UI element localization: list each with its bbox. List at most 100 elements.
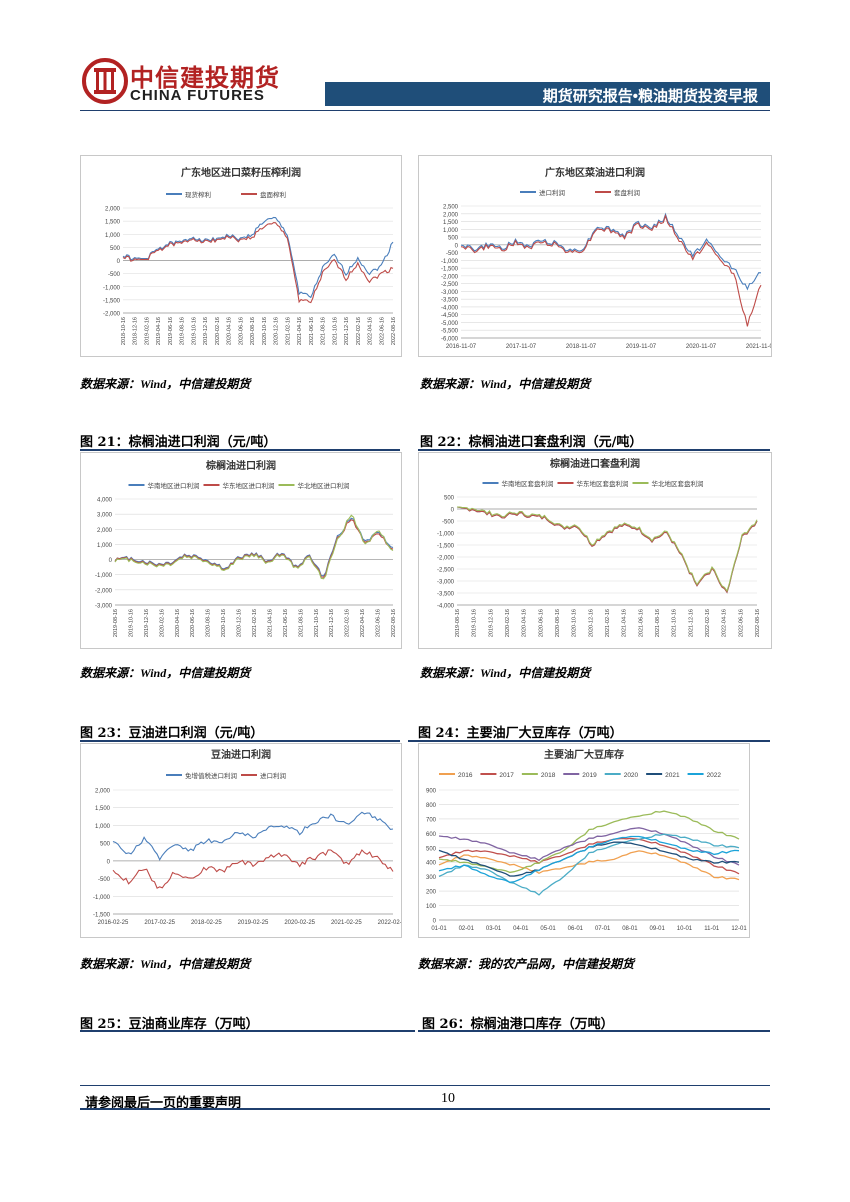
x-tick-label: 2021-02-16 xyxy=(252,609,258,637)
x-tick-label: 2021-12-16 xyxy=(329,609,335,637)
legend-label: 2019 xyxy=(582,772,597,779)
y-tick-label: 500 xyxy=(444,496,455,502)
x-tick-label: 2022-04-16 xyxy=(722,609,728,637)
x-tick-label: 2022-04-16 xyxy=(368,317,374,345)
x-tick-label: 2017-11-07 xyxy=(506,344,537,350)
y-tick-label: -2,000 xyxy=(95,588,113,594)
figure-title: 图 21：棕榈油进口利润（元/吨） xyxy=(80,435,277,450)
footer-rule xyxy=(80,1085,770,1086)
y-tick-label: 0 xyxy=(433,919,437,925)
y-tick-label: -1,500 xyxy=(441,267,459,273)
x-tick-label: 2018-11-07 xyxy=(566,344,597,350)
y-tick-label: 0 xyxy=(107,859,111,865)
y-tick-label: 1,000 xyxy=(97,543,113,549)
legend-label: 华北地区进口利润 xyxy=(298,481,350,490)
x-tick-label: 2020-02-16 xyxy=(159,609,165,637)
y-tick-label: -4,500 xyxy=(441,313,459,319)
y-tick-label: 1,500 xyxy=(105,220,121,226)
x-tick-label: 2019-10-16 xyxy=(472,609,478,637)
y-tick-label: -500 xyxy=(442,520,455,526)
y-tick-label: -4,000 xyxy=(437,604,455,610)
x-tick-label: 2019-06-16 xyxy=(168,317,174,345)
legend-label: 进口利润 xyxy=(260,771,286,780)
legend-label: 免增值税进口利润 xyxy=(185,771,237,780)
figure-title: 图 25：豆油商业库存（万吨） xyxy=(80,1017,259,1032)
y-tick-label: 0 xyxy=(455,243,459,249)
y-tick-label: 1,500 xyxy=(95,806,111,812)
x-tick-label: 2019-02-16 xyxy=(144,317,150,345)
x-tick-label: 2020-08-16 xyxy=(250,317,256,345)
chart-rapeseed-oil-import-profit: 广东地区菜油进口利润 进口利润 套盘利润 2,500 2,000 1,500 1,000 50… xyxy=(418,155,772,357)
y-tick-label: 500 xyxy=(448,236,459,242)
series-line xyxy=(122,222,394,304)
x-tick-label: 2021-10-16 xyxy=(332,317,338,345)
x-tick-label: 2021-12-16 xyxy=(344,317,350,345)
y-tick-label: 1,000 xyxy=(95,824,111,830)
x-tick-label: 2021-12-16 xyxy=(688,609,694,637)
y-tick-label: -1,000 xyxy=(437,532,455,538)
x-tick-label: 2016-02-25 xyxy=(98,920,129,926)
x-tick-label: 2020-08-16 xyxy=(206,609,212,637)
series-line xyxy=(112,849,394,889)
x-tick-label: 06-01 xyxy=(568,926,584,932)
legend-label: 2022 xyxy=(707,772,722,779)
y-tick-label: 500 xyxy=(426,846,437,852)
figure-title: 图 24：主要油厂大豆库存（万吨） xyxy=(418,726,623,741)
x-tick-label: 2020-04-16 xyxy=(175,609,181,637)
x-tick-label: 03-01 xyxy=(486,926,502,932)
series-line xyxy=(456,506,758,594)
series-line xyxy=(460,212,762,291)
legend-label: 2016 xyxy=(458,772,473,779)
x-tick-label: 04-01 xyxy=(513,926,529,932)
chart-palm-oil-import-profit: 棕榈油进口利润 华南地区进口利润 华东地区进口利润 华北地区进口利润 4,000 3,00… xyxy=(80,452,402,649)
y-tick-label: -3,500 xyxy=(437,592,455,598)
y-tick-label: 2,000 xyxy=(97,528,113,534)
series-line xyxy=(460,213,762,327)
y-tick-label: -1,000 xyxy=(95,573,113,579)
x-tick-label: 2019-12-16 xyxy=(203,317,209,345)
x-tick-label: 2021-06-16 xyxy=(309,317,315,345)
figure-rule xyxy=(418,449,770,451)
x-tick-label: 2022-08-16 xyxy=(391,317,397,345)
company-logo-icon xyxy=(82,58,128,104)
series-line xyxy=(456,506,758,593)
x-tick-label: 2019-10-16 xyxy=(128,609,134,637)
x-tick-label: 2021-02-25 xyxy=(331,920,362,926)
x-tick-label: 2021-08-16 xyxy=(298,609,304,637)
x-tick-label: 2021-02-16 xyxy=(285,317,291,345)
legend-label: 套盘利润 xyxy=(614,188,640,197)
x-tick-label: 2021-06-16 xyxy=(283,609,289,637)
source-note: 数据来源：Wind，中信建投期货 xyxy=(80,957,251,971)
figure-title: 图 23：豆油进口利润（元/吨） xyxy=(80,726,264,741)
legend-label: 盘面榨利 xyxy=(260,190,286,199)
figure-rule xyxy=(418,1030,770,1032)
y-tick-label: 3,000 xyxy=(97,513,113,519)
legend-label: 2017 xyxy=(499,772,514,779)
y-tick-label: 4,000 xyxy=(97,498,113,504)
x-tick-label: 2020-10-16 xyxy=(262,317,268,345)
legend-label: 华南地区进口利润 xyxy=(148,481,200,490)
y-tick-label: 400 xyxy=(426,861,437,867)
y-tick-label: -2,000 xyxy=(103,312,121,318)
footer-rule-bottom xyxy=(80,1108,770,1110)
y-tick-label: 300 xyxy=(426,875,437,881)
x-tick-label: 12-01 xyxy=(731,926,747,932)
chart-title: 棕榈油进口套盘利润 xyxy=(549,457,640,470)
chart-rapeseed-crush-profit: 广东地区进口菜籽压榨利润 现货榨利 盘面榨利 2,000 1,500 1,000 500 0 -… xyxy=(80,155,402,357)
y-tick-label: -500 xyxy=(108,272,121,278)
x-tick-label: 2020-10-16 xyxy=(572,609,578,637)
x-tick-label: 2021-04-16 xyxy=(622,609,628,637)
figure-rule xyxy=(80,449,400,451)
x-tick-label: 2022-02-16 xyxy=(345,609,351,637)
y-tick-label: -1,500 xyxy=(437,544,455,550)
company-name-en: CHINA FUTURES xyxy=(130,87,265,104)
x-tick-label: 2022-02-25 xyxy=(378,920,401,926)
report-title: 期货研究报告•粮油期货投资早报 xyxy=(542,88,758,105)
x-tick-label: 2021-08-16 xyxy=(321,317,327,345)
chart-title: 棕榈油进口利润 xyxy=(205,459,276,472)
disclaimer: 请参阅最后一页的重要声明 xyxy=(85,1096,242,1111)
y-tick-label: 700 xyxy=(426,817,437,823)
header-bar: 期货研究报告•粮油期货投资早报 xyxy=(325,82,770,106)
x-tick-label: 2022-06-16 xyxy=(379,317,385,345)
figure-rule xyxy=(80,1030,415,1032)
